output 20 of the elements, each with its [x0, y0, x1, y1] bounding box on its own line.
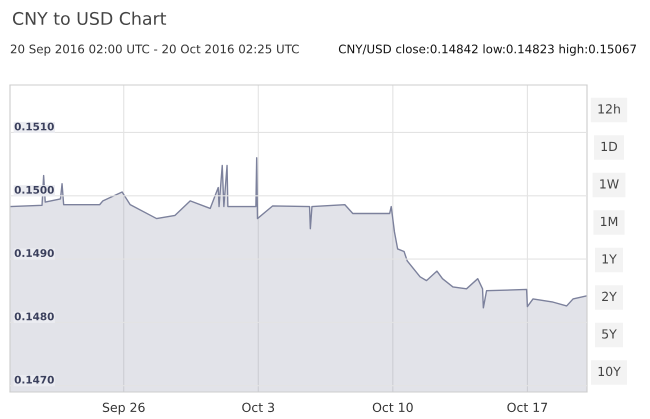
x-tick-label: Sep 26 [102, 402, 145, 415]
text: 5Y [602, 329, 617, 339]
y-tick-label: 0.1510 [14, 122, 54, 130]
x-tick-label: Oct 10 [372, 402, 413, 412]
x-tick-label: Oct 3 [242, 402, 274, 412]
y-tick-label: 0.1480 [14, 312, 54, 320]
text: CNY/USD close:0.14842 low:0.14823 high:0.15067 [338, 44, 636, 56]
text: 2Y [602, 292, 617, 301]
text: 1Y [602, 254, 617, 264]
text: 10Y [598, 366, 621, 376]
text: 1M [601, 216, 618, 226]
chart-title: CNY to USD Chart [12, 12, 166, 26]
text: 12h [598, 104, 620, 114]
text: 1W [600, 179, 619, 188]
text: 1D [602, 142, 618, 151]
y-tick-label: 0.1470 [14, 376, 54, 384]
y-tick-label: 0.1500 [14, 186, 54, 194]
y-tick-label: 0.1490 [14, 249, 54, 258]
x-tick-label: Oct 17 [507, 402, 548, 412]
chart-subtitle: 20 Sep 2016 02:00 UTC - 20 Oct 2016 02:25 UTC [10, 44, 299, 56]
